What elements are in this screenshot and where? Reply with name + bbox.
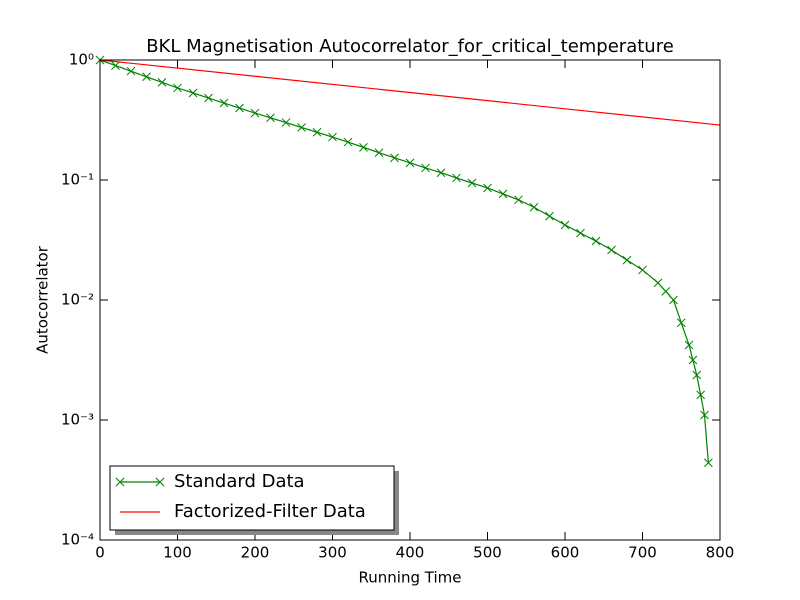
data-point [405, 158, 415, 168]
legend [109, 465, 395, 531]
y-tick-label: 10⁻⁴ [61, 531, 94, 549]
data-point [343, 137, 353, 147]
x-tick-label: 500 [473, 544, 502, 562]
data-point [661, 287, 671, 296]
data-point [692, 370, 702, 380]
legend-label: Standard Data [174, 471, 305, 492]
data-point [374, 148, 384, 158]
data-point [219, 98, 229, 108]
y-tick-label: 10⁰ [69, 51, 94, 69]
data-point [281, 118, 291, 127]
data-point [250, 108, 260, 118]
x-tick-label: 300 [318, 544, 347, 562]
x-axis-label: Running Time [359, 569, 462, 587]
data-point [421, 163, 430, 173]
data-point [560, 220, 570, 230]
data-point [328, 132, 337, 142]
legend-label: Factorized-Filter Data [174, 501, 366, 522]
data-point [359, 143, 368, 152]
data-point [676, 318, 686, 328]
y-tick-label: 10⁻¹ [61, 171, 94, 189]
data-point [498, 189, 508, 199]
data-point [545, 211, 554, 221]
data-point [669, 295, 678, 305]
data-point [529, 202, 539, 212]
x-tick-label: 0 [95, 544, 105, 562]
data-point [266, 113, 275, 123]
data-point [467, 178, 477, 188]
data-point [688, 355, 698, 365]
data-point [188, 88, 198, 98]
plot-area [95, 55, 721, 468]
data-point [700, 410, 709, 420]
data-point [591, 236, 601, 246]
data-point [684, 340, 694, 350]
data-point [638, 265, 647, 275]
x-tick-label: 100 [163, 544, 192, 562]
data-point [111, 61, 120, 70]
data-point [696, 390, 705, 400]
plot-frame [99, 59, 721, 541]
data-point [126, 66, 136, 76]
x-tick-label: 400 [396, 544, 425, 562]
data-point [452, 173, 461, 183]
y-axis-label: Autocorrelator [34, 245, 52, 354]
data-point [204, 93, 213, 103]
x-tick-label: 800 [706, 544, 735, 562]
data-point [483, 183, 492, 193]
data-point [704, 458, 713, 468]
data-point [142, 72, 151, 82]
data-point [607, 245, 616, 255]
data-point [436, 168, 446, 178]
data-point [297, 123, 306, 132]
series-line [99, 59, 721, 126]
legend-marker [155, 477, 165, 487]
data-point [157, 78, 167, 87]
y-tick-label: 10⁻³ [61, 411, 94, 429]
x-tick-label: 700 [628, 544, 657, 562]
chart-title: BKL Magnetisation Autocorrelator_for_cri… [146, 36, 674, 57]
data-point [173, 83, 182, 93]
x-tick-label: 200 [241, 544, 270, 562]
y-tick-label: 10⁻² [61, 291, 94, 309]
data-point [514, 195, 523, 205]
data-point [622, 255, 632, 265]
data-point [653, 278, 663, 288]
series-line [99, 59, 709, 463]
x-tick-label: 600 [551, 544, 580, 562]
legend-marker [115, 477, 125, 487]
data-point [235, 103, 244, 113]
data-point [312, 127, 322, 137]
data-point [576, 228, 585, 238]
data-point [390, 153, 399, 163]
